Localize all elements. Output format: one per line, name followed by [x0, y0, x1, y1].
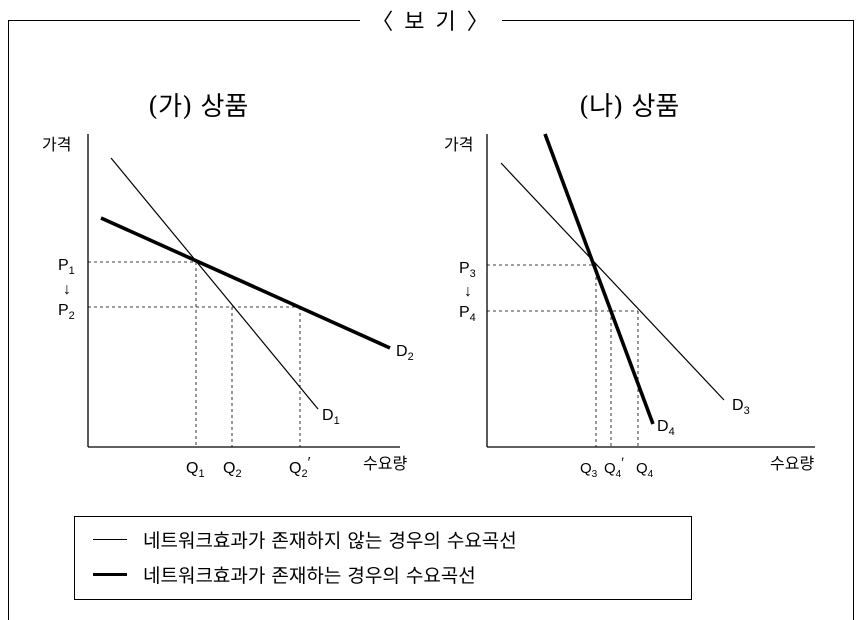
legend-box: 네트워크효과가 존재하지 않는 경우의 수요곡선 네트워크효과가 존재하는 경우…: [74, 516, 692, 600]
frame-right-border: [853, 20, 854, 620]
thin-line-swatch: [93, 538, 127, 540]
panel-ga-price-arrow: ↓: [63, 281, 71, 298]
header-title: 〈 보 기 〉: [360, 4, 502, 36]
panel-ga-label-d2: D2: [396, 343, 414, 363]
panel-na-price-p4: P4: [459, 304, 476, 324]
legend-item-thin-label: 네트워크효과가 존재하지 않는 경우의 수요곡선: [143, 529, 517, 552]
panel-ga-y-axis-label: 가격: [42, 136, 71, 154]
panel-ga-quantity-q1: Q1: [186, 460, 205, 480]
panel-na-label-d4: D4: [657, 418, 675, 438]
panel-ga-price-p1: P1: [58, 257, 75, 277]
panel-ga-label-d1: D1: [322, 407, 340, 427]
panel-na-quantity-q3: Q3: [580, 460, 598, 480]
panel-na-y-axis-label: 가격: [444, 136, 473, 154]
legend-item-thick: 네트워크효과가 존재하는 경우의 수요곡선: [93, 559, 476, 589]
thick-line-swatch: [93, 572, 127, 576]
panel-na-curve-d4: [543, 133, 655, 425]
panel-na-price-arrow: ↓: [464, 283, 472, 300]
legend-item-thick-label: 네트워크효과가 존재하는 경우의 수요곡선: [143, 564, 476, 587]
panel-na-curve-d3: [500, 162, 725, 401]
panel-na-x-axis-label: 수요량: [770, 455, 814, 473]
panel-ga-title: (가) 상품: [148, 92, 248, 122]
panel-ga-price-p2: P2: [58, 302, 75, 322]
panel-na-price-p3: P3: [459, 260, 476, 280]
panel-na-label-d3: D3: [732, 397, 750, 417]
panel-ga-x-axis-label: 수요량: [363, 455, 407, 473]
panel-na-quantity-q4: Q4: [636, 460, 654, 480]
panel-ga-quantity-q2prime: Q2′: [289, 454, 311, 480]
panel-ga-quantity-q2: Q2: [223, 460, 242, 480]
legend-item-thin: 네트워크효과가 존재하지 않는 경우의 수요곡선: [93, 524, 517, 554]
panel-ga: (가) 상품 가격 수요량 P1 ↓ P2 Q1 Q2 Q2′ D2 D1: [42, 92, 414, 480]
panel-na-title: (나) 상품: [579, 92, 679, 122]
panel-ga-curve-d1: [110, 157, 319, 410]
panel-na-quantity-q4prime: Q4′: [604, 454, 624, 480]
panel-ga-curve-d2: [100, 216, 391, 350]
panel-na: (나) 상품 가격 수요량 P3 ↓ P4 Q3 Q4′ Q4 D3 D4: [444, 92, 815, 480]
frame-left-border: [8, 20, 9, 620]
